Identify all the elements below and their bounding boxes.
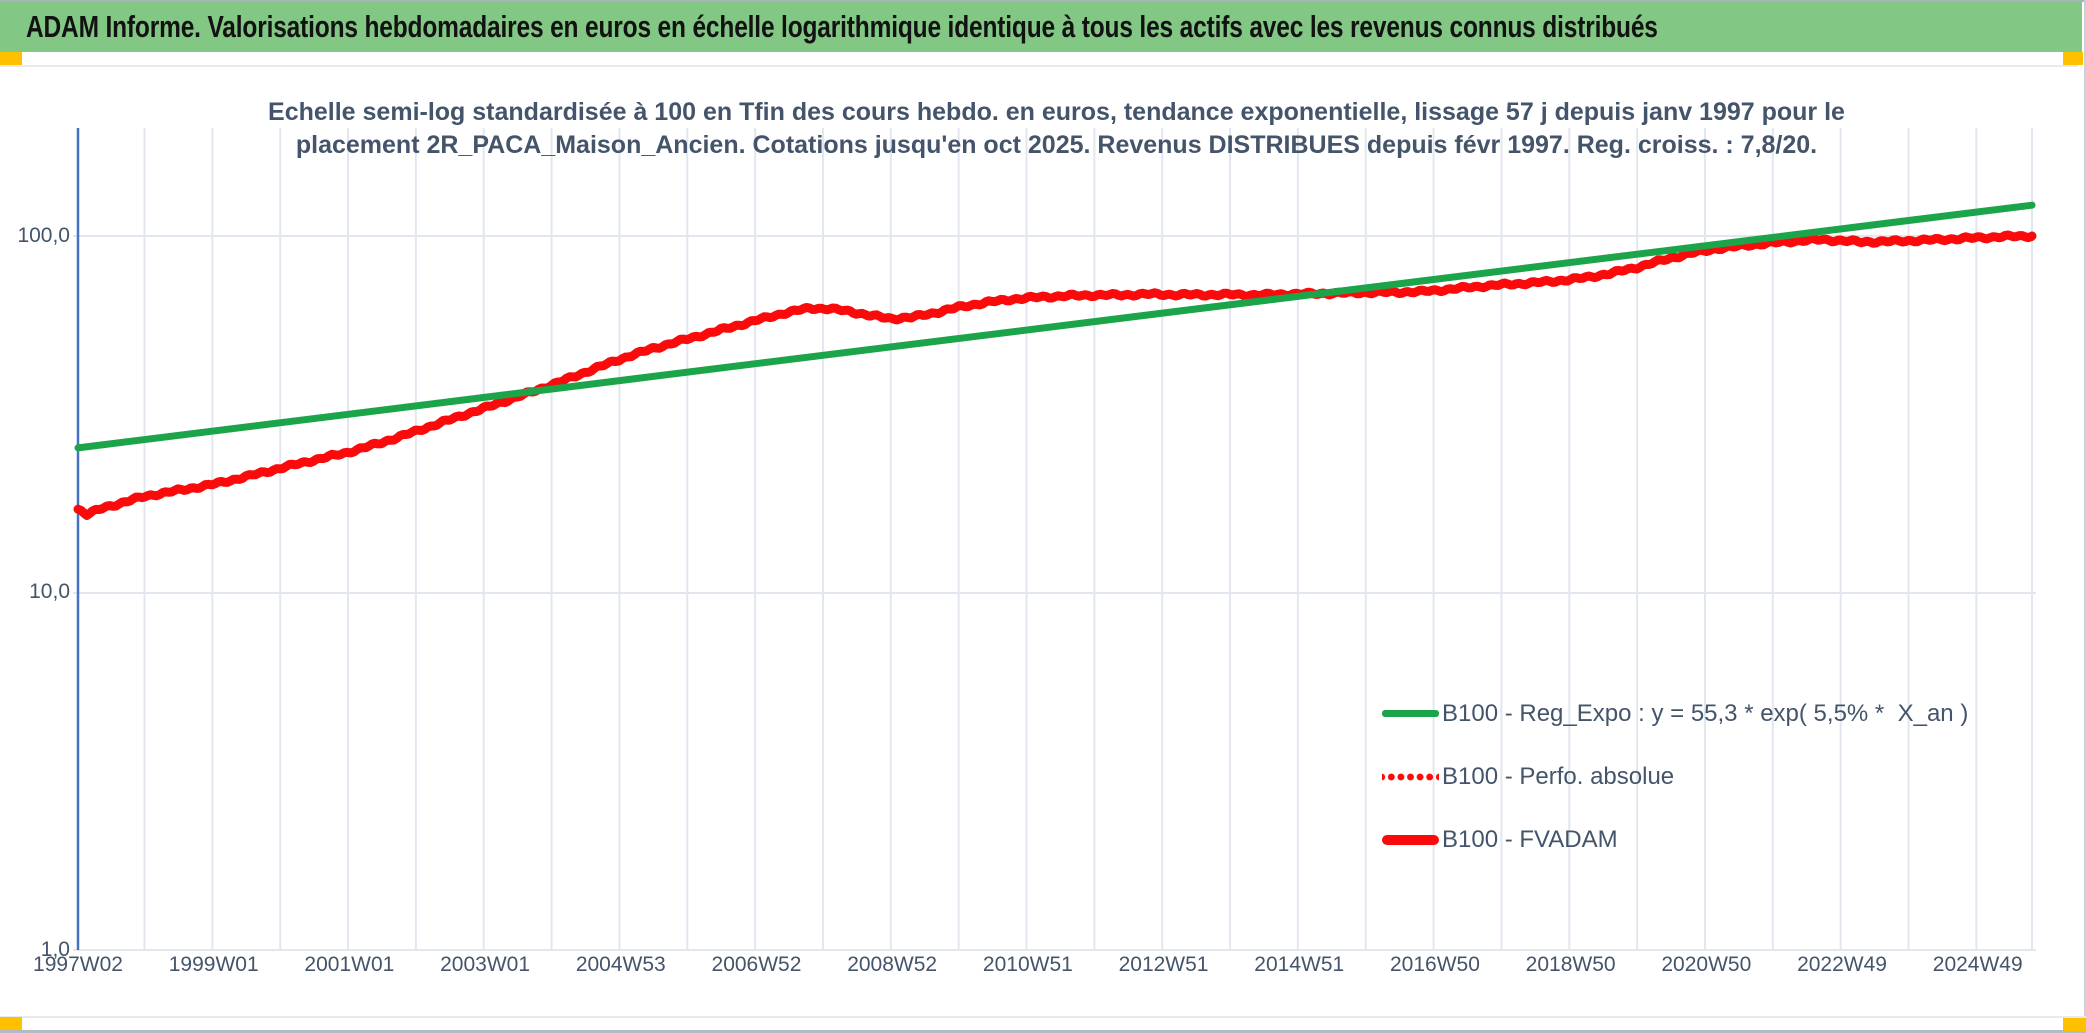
x-axis-label: 2012W51 (1118, 953, 1209, 976)
chart-top-rule (0, 65, 2078, 67)
x-axis-label: 2008W52 (847, 953, 938, 976)
y-axis-label-100: 100,0 (17, 224, 70, 247)
legend-label-perfo-absolue: B100 - Perfo. absolue (1442, 762, 1675, 790)
legend-row-perfo-absolue: B100 - Perfo. absolue (1382, 745, 1968, 808)
chart-subtitle-line-1: Echelle semi-log standardisée à 100 en T… (268, 98, 1845, 126)
page-title: ADAM Informe. Valorisations hebdomadaire… (26, 9, 1658, 44)
x-axis-label: 2010W51 (982, 953, 1073, 976)
x-axis-label: 2004W53 (575, 953, 666, 976)
x-axis-label: 2001W01 (304, 953, 395, 976)
x-axis-label: 2022W49 (1797, 953, 1887, 976)
legend-label-fvadam: B100 - FVADAM (1442, 825, 1618, 853)
x-axis-label: 1999W01 (168, 953, 259, 976)
chart-subtitle-line-2: placement 2R_PACA_Maison_Ancien. Cotatio… (295, 131, 1818, 159)
reg-expo-trendline (74, 201, 2036, 452)
page-right-border (2084, 0, 2086, 1033)
y-axis-label-1: 1,0 (40, 938, 70, 961)
x-axis-label: 2006W52 (711, 953, 802, 976)
x-axis-label: 1997W02 (33, 953, 123, 976)
corner-accent-bottom-left (0, 1017, 22, 1030)
y-axis-label-10: 10,0 (29, 580, 70, 603)
corner-accent-bottom-right (2063, 1018, 2086, 1031)
x-axis-label: 2018W50 (1525, 953, 1616, 976)
legend-label-reg-expo: B100 - Reg_Expo : y = 55,3 * exp( 5,5% *… (1442, 699, 1969, 727)
x-axis-label: 2014W51 (1254, 953, 1345, 976)
page-top-border (0, 0, 2086, 2)
title-banner: ADAM Informe. Valorisations hebdomadaire… (0, 2, 2082, 52)
chart-bottom-rule (0, 1016, 2086, 1018)
chart-legend: B100 - Reg_Expo : y = 55,3 * exp( 5,5% *… (1382, 682, 1968, 871)
corner-accent-top-right (2063, 52, 2083, 65)
x-axis-label: 2003W01 (440, 953, 531, 976)
legend-row-reg-expo: B100 - Reg_Expo : y = 55,3 * exp( 5,5% *… (1382, 682, 1968, 745)
fvadam-curve (73, 230, 2037, 520)
x-axis-label: 2020W50 (1661, 953, 1752, 976)
page-bottom-border (0, 1030, 2086, 1033)
corner-accent-top-left (0, 52, 22, 65)
legend-marker-red-dotted (1382, 772, 1439, 781)
legend-row-fvadam: B100 - FVADAM (1382, 808, 1968, 871)
legend-marker-red-solid (1382, 834, 1439, 845)
x-axis-label: 2016W50 (1389, 953, 1480, 976)
perfo-absolue-curve (74, 230, 2036, 521)
chart-subtitle: Echelle semi-log standardisée à 100 en T… (78, 96, 2035, 162)
x-axis-label: 2024W49 (1932, 953, 2023, 976)
legend-marker-green-trendline (1382, 710, 1439, 717)
